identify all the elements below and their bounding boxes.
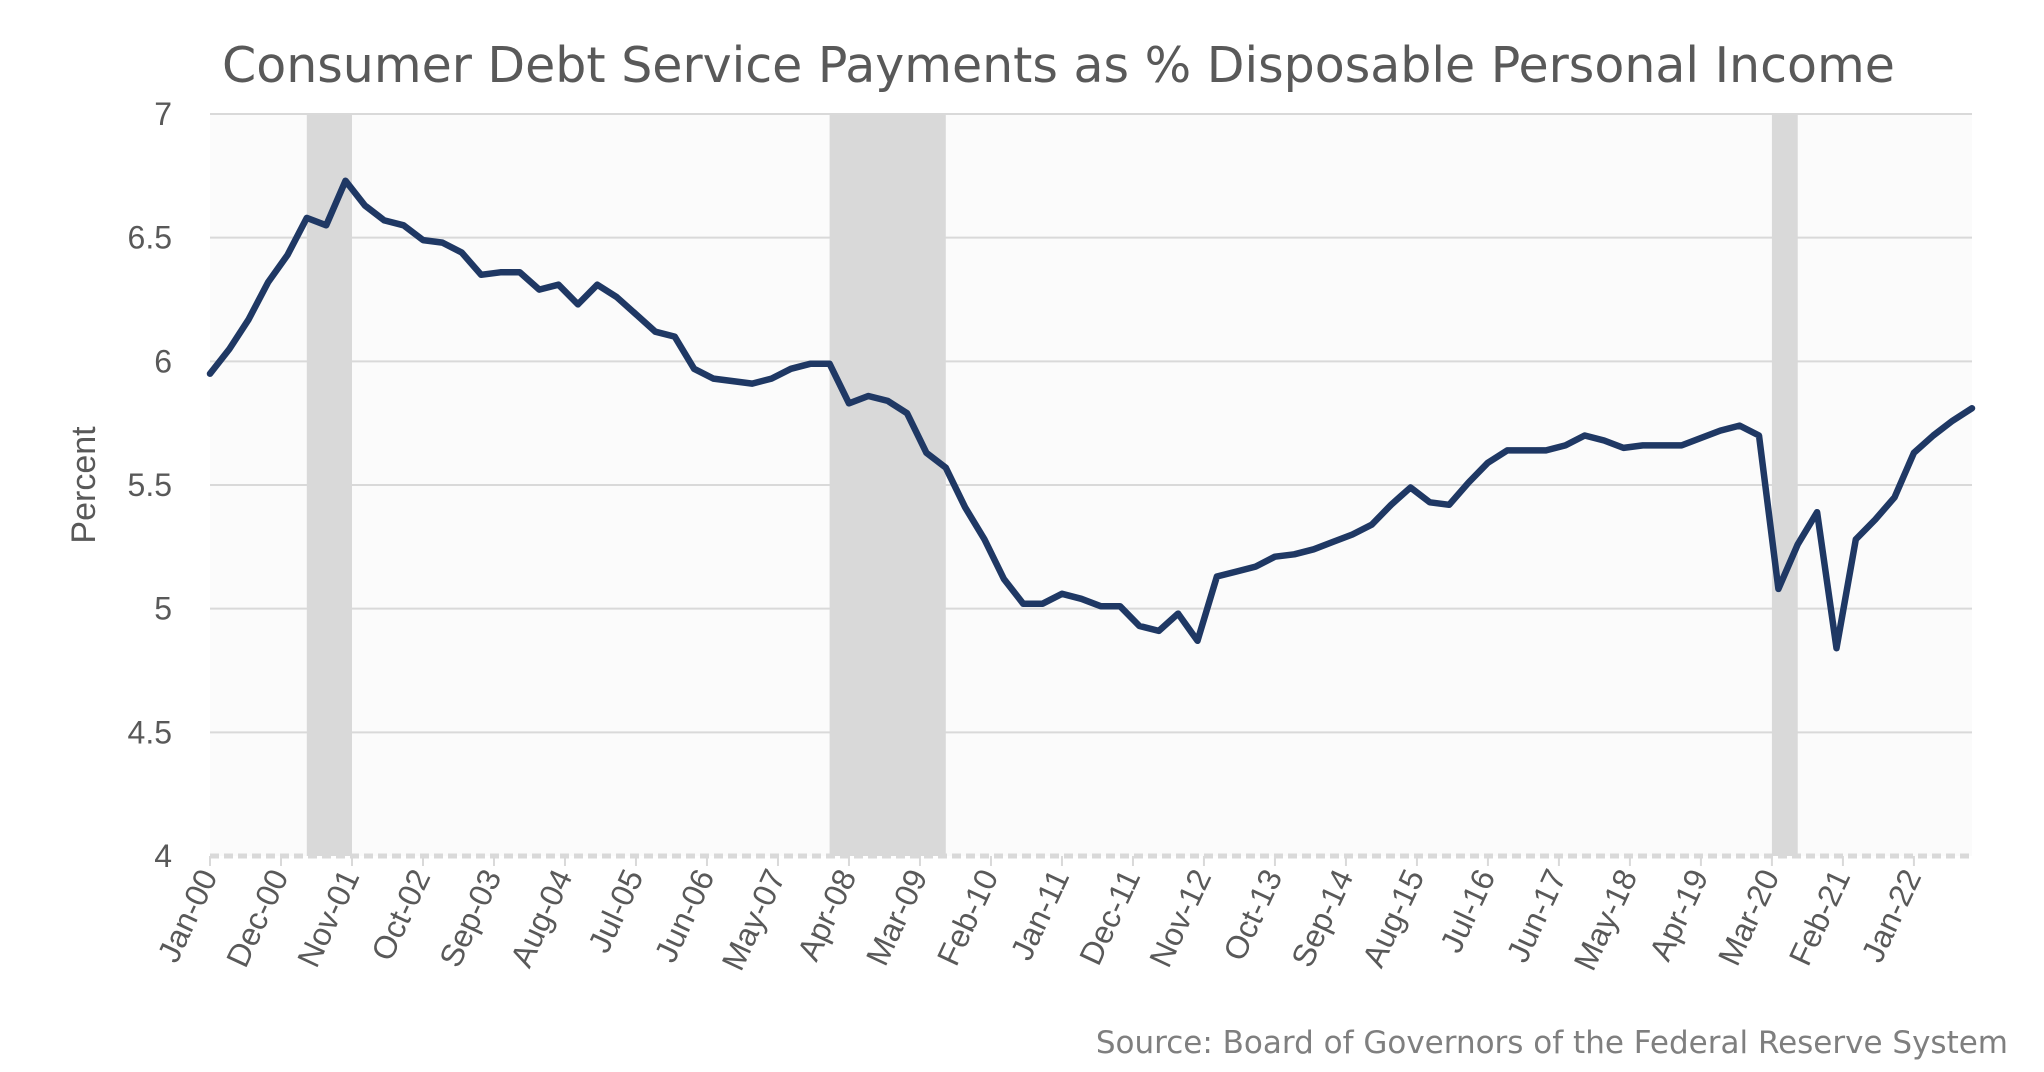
x-tick-label: Nov-01 [290,864,366,973]
x-tick-label: Oct-13 [1216,864,1289,966]
y-tick-label: 6.5 [128,220,172,256]
series-layer [206,177,1976,652]
chart-title: Consumer Debt Service Payments as % Disp… [222,37,1895,94]
x-tick-label: Dec-11 [1072,864,1147,971]
x-tick-label: Mar-09 [859,864,934,971]
x-tick-label: Jan-00 [150,864,224,968]
y-tick-label: 4 [154,838,172,874]
x-tick-label: Feb-10 [930,864,1005,971]
x-tick-label: Jul-16 [1433,864,1502,958]
x-tick-label: Jun-06 [647,864,721,968]
source-note: Source: Board of Governors of the Federa… [1096,1025,2008,1061]
x-tick-label: Dec-00 [219,864,295,973]
x-tick-label: Nov-12 [1142,864,1218,973]
x-tick-label: Feb-21 [1782,864,1857,971]
x-tick-label: Sep-03 [432,864,508,973]
y-tick-label: 5 [154,591,172,627]
x-tick-label: Jun-17 [1499,864,1573,968]
x-tick-label: Aug-15 [1355,864,1431,973]
x-tick-label: Jan-11 [1003,864,1076,966]
x-tick-label: May-18 [1567,864,1645,976]
series-line-1 [206,177,1976,652]
x-tick-label: Sep-14 [1284,864,1360,973]
x-tick-label: Mar-20 [1711,864,1786,971]
y-axis-ticks: 4 4.5 5 5.5 6 6.5 7 [128,96,172,874]
y-tick-label: 6 [154,343,172,379]
y-tick-label: 4.5 [128,714,172,750]
x-tick-label: Apr-08 [790,864,863,966]
y-axis-label: Percent [65,426,103,544]
x-tick-label: Apr-19 [1642,864,1715,966]
x-tick-label: Oct-02 [364,864,437,966]
y-tick-label: 5.5 [128,467,172,503]
x-tick-label: Aug-04 [503,864,579,973]
gridlines [210,113,1972,859]
x-tick-label: May-07 [715,864,793,976]
x-tick-label: Jul-05 [581,864,650,958]
x-tick-label: Jan-22 [1854,864,1928,968]
y-tick-label: 7 [154,96,172,132]
